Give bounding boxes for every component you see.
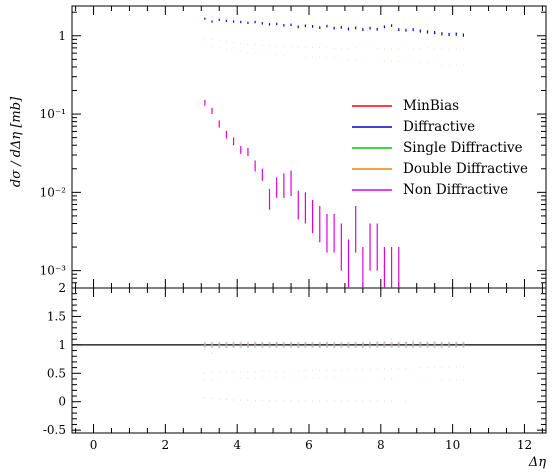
ratio-series-double-diffractive xyxy=(204,377,464,381)
x-tick-label: 2 xyxy=(162,438,170,452)
legend-entry: Double Diffractive xyxy=(403,161,528,177)
x-tick-label: 12 xyxy=(517,438,532,452)
x-axis-label: Δη xyxy=(528,455,546,470)
legend-entry: Diffractive xyxy=(403,119,475,135)
x-tick-label: 4 xyxy=(233,438,241,452)
x-tick-label: 10 xyxy=(445,438,460,452)
ratio-y-tick-label: 2 xyxy=(58,281,66,295)
ratio-series xyxy=(72,338,546,403)
ratio-series-diffractive xyxy=(204,338,464,355)
x-ticks: 0 2 4 6 8 10 12 xyxy=(75,6,543,452)
main-y-tick-label: 10⁻³ xyxy=(40,264,67,278)
main-series-non-diffractive xyxy=(204,99,400,288)
x-tick-label: 0 xyxy=(90,438,98,452)
main-series-minbias xyxy=(204,15,464,37)
ratio-y-tick-label: 0.5 xyxy=(47,366,66,380)
x-tick-label: 8 xyxy=(377,438,385,452)
main-series-diffractive xyxy=(204,17,465,37)
x-tick-label: 6 xyxy=(305,438,313,452)
legend-entry: Single Diffractive xyxy=(403,140,523,156)
main-y-tick-label: 10⁻² xyxy=(40,185,67,199)
ratio-series-single-diffractive xyxy=(204,365,464,374)
main-series-double-diffractive xyxy=(204,44,464,66)
ratio-panel-frame xyxy=(71,287,547,434)
ratio-series-non-diffractive xyxy=(204,397,407,403)
legend: MinBias Diffractive Single Diffractive Doub… xyxy=(352,98,528,198)
main-series xyxy=(204,15,465,288)
main-y-ticks: 1 10⁻¹ 10⁻² 10⁻³ xyxy=(40,11,546,289)
ratio-y-ticks: 2 1.5 1 0.5 0 -0.5 xyxy=(43,281,546,437)
legend-entry: MinBias xyxy=(403,98,459,114)
main-y-tick-label: 1 xyxy=(58,29,66,43)
plot-frames xyxy=(71,5,547,434)
ratio-y-tick-label: 0 xyxy=(58,395,66,409)
ratio-y-tick-label: 1 xyxy=(58,338,66,352)
y-axis-label: dσ / dΔη [mb] xyxy=(9,96,24,187)
main-y-tick-label: 10⁻¹ xyxy=(40,107,66,121)
ratio-y-tick-label: 1.5 xyxy=(47,309,66,323)
legend-entry: Non Diffractive xyxy=(403,182,508,198)
main-series-single-diffractive xyxy=(204,37,464,51)
ratio-y-tick-label: -0.5 xyxy=(43,423,66,437)
